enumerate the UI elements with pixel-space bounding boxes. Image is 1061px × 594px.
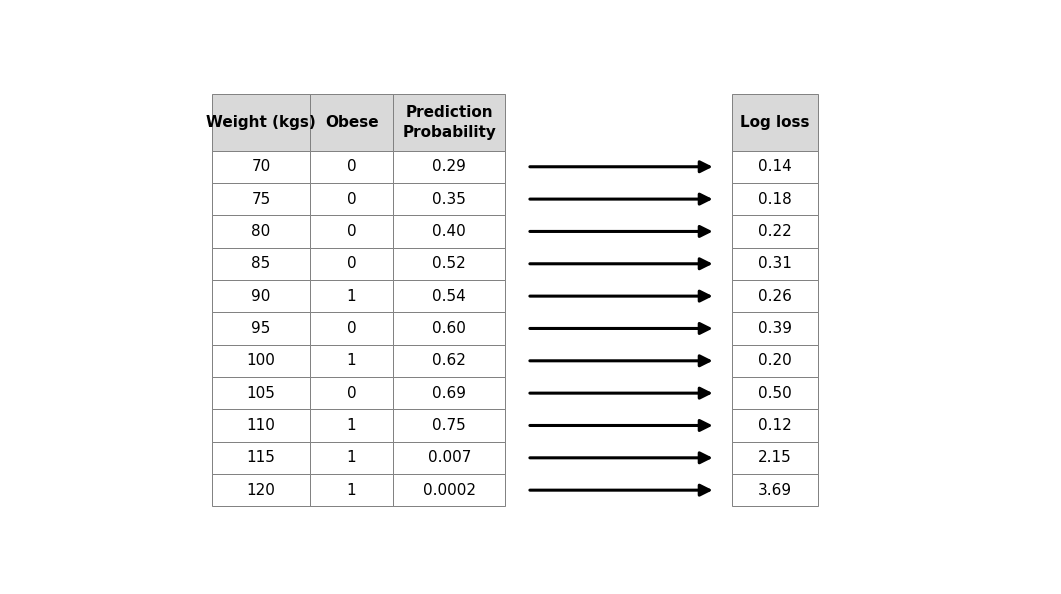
Text: 0.20: 0.20 [759,353,792,368]
Bar [393,442,505,474]
Text: 0: 0 [347,321,356,336]
Text: 1: 1 [347,450,356,465]
Text: 80: 80 [251,224,271,239]
Bar [310,474,393,506]
Text: 115: 115 [246,450,275,465]
Bar [732,474,818,506]
Bar [393,248,505,280]
Text: 0.54: 0.54 [432,289,466,304]
Bar [732,442,818,474]
Text: 0: 0 [347,192,356,207]
Text: 0.60: 0.60 [432,321,466,336]
Text: 110: 110 [246,418,275,433]
Bar [212,248,310,280]
Bar [393,183,505,215]
Bar [212,312,310,345]
Bar [310,280,393,312]
Bar [310,215,393,248]
Text: 0.29: 0.29 [432,159,466,174]
Text: 0.18: 0.18 [759,192,792,207]
Text: 1: 1 [347,418,356,433]
Text: 0.14: 0.14 [759,159,792,174]
Bar [310,312,393,345]
Text: 0: 0 [347,256,356,271]
Text: 0.007: 0.007 [428,450,471,465]
Text: 85: 85 [251,256,271,271]
Bar [393,345,505,377]
Bar [310,442,393,474]
Text: 105: 105 [246,386,275,400]
Text: 0: 0 [347,224,356,239]
Bar [310,183,393,215]
Bar [212,345,310,377]
Text: 0.75: 0.75 [432,418,466,433]
Bar [310,248,393,280]
Text: Prediction
Probability: Prediction Probability [402,105,497,140]
Text: 0.40: 0.40 [432,224,466,239]
Text: Obese: Obese [325,115,379,130]
Text: 100: 100 [246,353,275,368]
Bar [393,215,505,248]
Bar [732,94,818,151]
Bar [212,151,310,183]
Bar [732,409,818,442]
Bar [212,442,310,474]
Bar [310,377,393,409]
Text: 2.15: 2.15 [759,450,792,465]
Bar [310,409,393,442]
Text: 0.39: 0.39 [759,321,793,336]
Bar [212,183,310,215]
Text: 0.52: 0.52 [432,256,466,271]
Bar [212,280,310,312]
Text: 0.22: 0.22 [759,224,792,239]
Text: 0: 0 [347,386,356,400]
Text: Weight (kgs): Weight (kgs) [206,115,316,130]
Text: 0.69: 0.69 [432,386,466,400]
Text: 70: 70 [251,159,271,174]
Bar [732,248,818,280]
Bar [310,94,393,151]
Bar [732,151,818,183]
Bar [212,409,310,442]
Text: 0.35: 0.35 [432,192,466,207]
Text: 95: 95 [251,321,271,336]
Bar [310,151,393,183]
Bar [212,474,310,506]
Bar [212,94,310,151]
Bar [732,312,818,345]
Text: 0.50: 0.50 [759,386,792,400]
Text: 3.69: 3.69 [758,483,793,498]
Bar [393,151,505,183]
Bar [732,280,818,312]
Bar [732,215,818,248]
Text: 90: 90 [251,289,271,304]
Bar [393,474,505,506]
Text: 75: 75 [251,192,271,207]
Text: 0: 0 [347,159,356,174]
Bar [212,215,310,248]
Bar [310,345,393,377]
Bar [393,312,505,345]
Text: 0.62: 0.62 [432,353,466,368]
Text: 0.0002: 0.0002 [422,483,475,498]
Text: 0.26: 0.26 [759,289,793,304]
Text: 1: 1 [347,353,356,368]
Text: 0.12: 0.12 [759,418,792,433]
Text: Log loss: Log loss [741,115,810,130]
Bar [393,94,505,151]
Bar [393,377,505,409]
Bar [393,409,505,442]
Bar [732,183,818,215]
Bar [732,377,818,409]
Text: 120: 120 [246,483,275,498]
Bar [212,377,310,409]
Text: 1: 1 [347,289,356,304]
Bar [732,345,818,377]
Bar [393,280,505,312]
Text: 0.31: 0.31 [759,256,793,271]
Text: 1: 1 [347,483,356,498]
